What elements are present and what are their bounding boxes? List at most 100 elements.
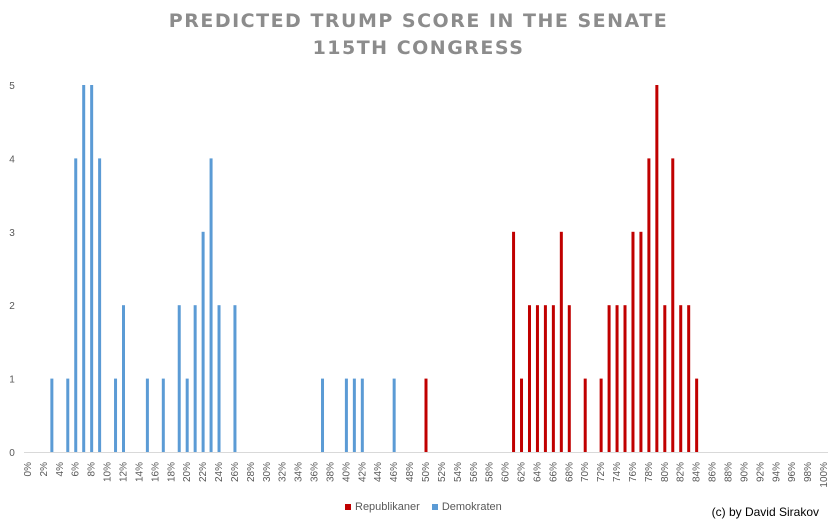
bar-demokraten xyxy=(145,378,149,452)
bar-demokraten xyxy=(209,158,213,452)
bar-republikaner xyxy=(687,305,691,452)
bar-republikaner xyxy=(623,305,627,452)
bar-demokraten xyxy=(185,378,189,452)
bar-demokraten xyxy=(352,378,356,452)
x-tick-label: 54% xyxy=(453,462,464,482)
bar-republikaner xyxy=(543,305,547,452)
bar-demokraten xyxy=(82,85,86,452)
chart-title-line2: 115TH CONGRESS xyxy=(312,37,525,59)
legend-label-republikaner: Republikaner xyxy=(355,501,420,513)
bar-republikaner xyxy=(607,305,611,452)
x-tick-label: 42% xyxy=(357,462,368,482)
legend: Republikaner Demokraten xyxy=(345,501,502,513)
x-tick-label: 66% xyxy=(548,462,559,482)
credit-text: (c) by David Sirakov xyxy=(711,505,819,519)
legend-item-demokraten: Demokraten xyxy=(431,501,502,513)
x-tick-label: 72% xyxy=(596,462,607,482)
x-tick-label: 6% xyxy=(71,462,82,477)
bar-republikaner xyxy=(583,378,587,452)
x-tick-label: 2% xyxy=(39,462,50,477)
x-tick-label: 82% xyxy=(676,462,687,482)
bar-republikaner xyxy=(615,305,619,452)
x-tick-label: 22% xyxy=(198,462,209,482)
y-tick-label: 2 xyxy=(9,301,15,312)
bar-republikaner xyxy=(512,231,516,452)
bar-republikaner xyxy=(551,305,555,452)
x-tick-label: 56% xyxy=(469,462,480,482)
x-tick-label: 30% xyxy=(262,462,273,482)
bar-demokraten xyxy=(233,305,237,452)
bar-demokraten xyxy=(321,378,325,452)
bar-demokraten xyxy=(74,158,78,452)
x-tick-label: 58% xyxy=(485,462,496,482)
x-tick-label: 0% xyxy=(23,462,34,477)
x-tick-label: 90% xyxy=(739,462,750,482)
x-tick-label: 68% xyxy=(564,462,575,482)
bar-republikaner xyxy=(695,378,699,452)
bar-demokraten xyxy=(66,378,70,452)
bar-republikaner xyxy=(567,305,571,452)
y-tick-label: 4 xyxy=(9,154,15,165)
x-tick-label: 100% xyxy=(819,462,830,488)
y-tick-label: 3 xyxy=(9,228,15,239)
y-tick-label: 1 xyxy=(9,375,15,386)
bar-republikaner xyxy=(559,231,563,452)
chart-title: PREDICTED TRUMP SCORE IN THE SENATE 115T… xyxy=(0,8,837,62)
x-tick-label: 38% xyxy=(325,462,336,482)
x-tick-label: 70% xyxy=(580,462,591,482)
bar-demokraten xyxy=(392,378,396,452)
x-tick-label: 24% xyxy=(214,462,225,482)
bar-republikaner xyxy=(655,85,659,452)
x-tick-label: 92% xyxy=(755,462,766,482)
y-axis: 0 1 2 3 4 5 xyxy=(9,81,15,459)
x-tick-label: 4% xyxy=(55,462,66,477)
y-tick-label: 5 xyxy=(9,81,15,92)
x-tick-label: 26% xyxy=(230,462,241,482)
x-tick-label: 76% xyxy=(628,462,639,482)
x-tick-label: 20% xyxy=(182,462,193,482)
legend-label-demokraten: Demokraten xyxy=(441,501,502,513)
bar-demokraten xyxy=(201,231,205,452)
bar-demokraten xyxy=(193,305,197,452)
bars xyxy=(50,85,699,452)
bar-republikaner xyxy=(631,231,635,452)
bar-demokraten xyxy=(360,378,364,452)
x-tick-label: 86% xyxy=(708,462,719,482)
x-tick-label: 34% xyxy=(294,462,305,482)
x-tick-label: 16% xyxy=(150,462,161,482)
x-tick-label: 96% xyxy=(787,462,798,482)
x-tick-label: 32% xyxy=(278,462,289,482)
bar-demokraten xyxy=(217,305,221,452)
bar-demokraten xyxy=(90,85,94,452)
x-tick-label: 94% xyxy=(771,462,782,482)
x-tick-label: 50% xyxy=(421,462,432,482)
bar-republikaner xyxy=(663,305,667,452)
x-tick-label: 84% xyxy=(692,462,703,482)
bar-demokraten xyxy=(161,378,165,452)
x-tick-label: 80% xyxy=(660,462,671,482)
x-tick-label: 36% xyxy=(310,462,321,482)
x-tick-label: 8% xyxy=(87,462,98,477)
x-tick-label: 28% xyxy=(246,462,257,482)
x-tick-label: 18% xyxy=(166,462,177,482)
legend-swatch-demokraten xyxy=(431,504,438,510)
bar-republikaner xyxy=(671,158,675,452)
bar-republikaner xyxy=(679,305,683,452)
bar-demokraten xyxy=(177,305,181,452)
bar-republikaner xyxy=(527,305,531,452)
x-tick-label: 40% xyxy=(341,462,352,482)
legend-swatch-republikaner xyxy=(345,504,351,510)
x-tick-label: 64% xyxy=(532,462,543,482)
bar-demokraten xyxy=(122,305,125,452)
x-tick-label: 44% xyxy=(373,462,384,482)
legend-item-republikaner: Republikaner xyxy=(345,501,420,513)
x-tick-label: 74% xyxy=(612,462,623,482)
x-tick-label: 60% xyxy=(501,462,512,482)
bar-republikaner xyxy=(639,231,643,452)
bar-demokraten xyxy=(50,378,54,452)
x-tick-label: 46% xyxy=(389,462,400,482)
x-tick-label: 98% xyxy=(803,462,814,482)
bar-demokraten xyxy=(98,158,102,452)
bar-republikaner xyxy=(647,158,651,452)
